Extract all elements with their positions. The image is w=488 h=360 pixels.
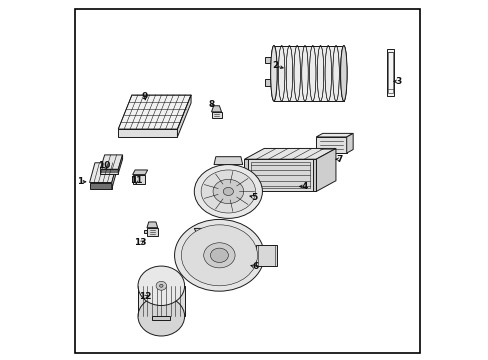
Polygon shape	[194, 228, 210, 235]
Text: 10: 10	[98, 161, 110, 170]
Polygon shape	[244, 148, 335, 159]
Text: 4: 4	[301, 182, 307, 191]
Bar	[256, 244, 276, 266]
Polygon shape	[118, 155, 122, 174]
Ellipse shape	[340, 45, 346, 101]
Ellipse shape	[203, 243, 235, 268]
Polygon shape	[144, 230, 147, 233]
Polygon shape	[147, 228, 158, 235]
Polygon shape	[211, 112, 221, 118]
Text: 12: 12	[139, 292, 151, 301]
Ellipse shape	[174, 220, 264, 291]
Ellipse shape	[156, 282, 166, 290]
Ellipse shape	[138, 266, 184, 306]
Polygon shape	[273, 45, 343, 101]
Polygon shape	[147, 222, 158, 228]
Polygon shape	[132, 176, 135, 182]
Polygon shape	[89, 183, 112, 189]
Polygon shape	[118, 95, 191, 129]
Ellipse shape	[201, 170, 255, 213]
Polygon shape	[177, 95, 191, 137]
Text: 2: 2	[272, 62, 278, 71]
Text: 6: 6	[252, 262, 258, 271]
Bar	[387, 52, 392, 93]
Polygon shape	[132, 175, 145, 184]
Polygon shape	[316, 148, 335, 192]
Polygon shape	[138, 286, 184, 316]
Bar	[250, 162, 309, 188]
Text: 3: 3	[395, 77, 401, 86]
Ellipse shape	[159, 284, 163, 287]
Polygon shape	[152, 316, 170, 320]
Ellipse shape	[270, 45, 277, 101]
Text: 5: 5	[251, 193, 257, 202]
Polygon shape	[100, 169, 118, 174]
Ellipse shape	[210, 248, 228, 262]
Polygon shape	[214, 157, 242, 165]
Polygon shape	[100, 155, 122, 169]
Polygon shape	[264, 79, 275, 86]
Ellipse shape	[223, 188, 233, 195]
Text: 11: 11	[130, 176, 142, 185]
Polygon shape	[316, 137, 346, 153]
Ellipse shape	[181, 225, 257, 286]
Polygon shape	[89, 163, 117, 183]
Ellipse shape	[213, 179, 243, 203]
Polygon shape	[312, 159, 316, 192]
Polygon shape	[346, 134, 352, 153]
Text: 7: 7	[336, 155, 342, 164]
Polygon shape	[264, 57, 275, 63]
Text: 1: 1	[77, 177, 83, 186]
Ellipse shape	[138, 297, 184, 336]
Text: 8: 8	[208, 100, 214, 109]
Polygon shape	[316, 134, 352, 137]
Bar	[386, 49, 394, 96]
Ellipse shape	[194, 165, 262, 219]
Polygon shape	[244, 159, 316, 192]
Text: 9: 9	[142, 92, 148, 101]
Polygon shape	[211, 106, 221, 112]
Text: 13: 13	[134, 238, 146, 247]
Polygon shape	[132, 170, 147, 175]
Polygon shape	[118, 129, 177, 137]
Polygon shape	[112, 163, 117, 189]
Polygon shape	[244, 159, 247, 192]
